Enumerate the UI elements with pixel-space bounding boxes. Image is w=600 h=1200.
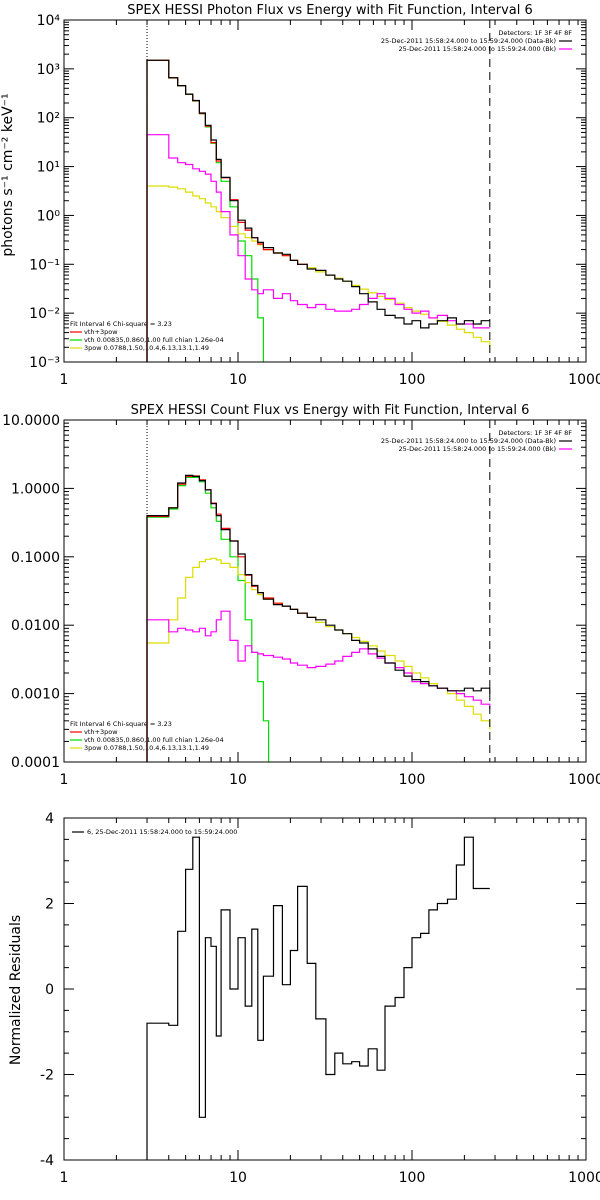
- y-tick-label: 10⁰: [37, 208, 61, 224]
- x-tick-label: 100: [399, 1170, 426, 1186]
- x-tick-label: 1000: [568, 772, 600, 788]
- x-tick-label: 100: [399, 772, 426, 788]
- residuals-y-axis-label: Normalized Residuals: [8, 915, 24, 1065]
- series-data-line: [146, 474, 491, 762]
- legend-bottom-entry: vth+3pow: [84, 328, 118, 336]
- series-data-line: [146, 836, 490, 1160]
- series-pow-line: [146, 557, 491, 762]
- legend-bottom-entry: Fit Interval 6 Chi-square = 3.23: [70, 720, 172, 728]
- count-chart-title: SPEX HESSI Count Flux vs Energy with Fit…: [131, 403, 530, 418]
- plot-frame: [63, 419, 587, 763]
- legend-top-entry: 25-Dec-2011 15:58:24.000 to 15:59:24.000…: [381, 437, 556, 445]
- legend-top-entry: Detectors: 1F 3F 4F 8F: [498, 29, 572, 37]
- legend-bottom-entry: vth 0.00835,0.860,1.00 full chian 1.26e-…: [84, 736, 224, 744]
- x-tick-label: 10: [229, 372, 247, 388]
- series-bk-line: [146, 134, 490, 362]
- legend-top-entry: 25-Dec-2011 15:58:24.000 to 15:59:24.000…: [399, 445, 557, 453]
- y-tick-label: 10⁴: [37, 13, 61, 29]
- y-tick-label: -2: [40, 1068, 54, 1084]
- legend-bottom-entry: vth+3pow: [84, 728, 118, 736]
- x-tick-label: 1000: [568, 372, 600, 388]
- y-tick-label: 0.0001: [11, 755, 60, 771]
- x-tick-label: 1: [60, 372, 69, 388]
- photon-chart-title: SPEX HESSI Photon Flux vs Energy with Fi…: [127, 3, 533, 18]
- x-tick-label: 1: [60, 1170, 69, 1186]
- residuals-plot-area: 1 10 100 1000 -4 -2 0 2 4: [40, 811, 600, 1186]
- y-tick-label: 10.0000: [2, 413, 60, 429]
- plot-frame: [63, 19, 587, 363]
- residuals-legend: 6, 25-Dec-2011 15:58:24.000 to 15:59:24.…: [72, 828, 237, 836]
- count-flux-panel: SPEX HESSI Count Flux vs Energy with Fit…: [2, 403, 600, 788]
- y-tick-label: 10⁻³: [29, 355, 60, 371]
- photon-y-axis-label: photons s⁻¹ cm⁻² keV⁻¹: [0, 93, 16, 256]
- y-tick-label: 2: [45, 897, 54, 913]
- legend-bottom-entry: Fit Interval 6 Chi-square = 3.23: [70, 320, 172, 328]
- y-tick-label: 10³: [37, 62, 60, 78]
- x-tick-label: 10: [229, 772, 247, 788]
- y-tick-label: 4: [45, 811, 54, 827]
- legend-bottom-entry: vth 0.00835,0.860,1.00 full chian 1.26e-…: [84, 336, 224, 344]
- legend-top-entry: 25-Dec-2011 15:58:24.000 to 15:59:24.000…: [399, 45, 557, 53]
- y-tick-label: 10¹: [37, 160, 60, 176]
- series-total-line: [146, 475, 308, 762]
- legend-top-entry: Detectors: 1F 3F 4F 8F: [498, 429, 572, 437]
- plot-frame: [63, 817, 587, 1161]
- photon-flux-panel: SPEX HESSI Photon Flux vs Energy with Fi…: [0, 3, 600, 388]
- y-tick-label: 10²: [37, 111, 60, 127]
- y-tick-label: 0.0010: [11, 687, 60, 703]
- series-data-line: [146, 59, 490, 362]
- x-tick-label: 100: [399, 372, 426, 388]
- residuals-legend-entry: 6, 25-Dec-2011 15:58:24.000 to 15:59:24.…: [87, 828, 237, 836]
- photon-plot-area: 1 10 100 1000 10⁻³ 10⁻² 10⁻¹ 10⁰ 10¹ 10² 10³ 10⁴: [29, 13, 600, 388]
- x-tick-label: 1000: [568, 1170, 600, 1186]
- y-tick-label: 0.0100: [11, 618, 60, 634]
- y-tick-label: 0.1000: [11, 550, 60, 566]
- y-tick-label: 10⁻¹: [29, 257, 60, 273]
- series-vth-line: [146, 59, 264, 362]
- legend-top-entry: 25-Dec-2011 15:58:24.000 to 15:59:24.000…: [381, 37, 556, 45]
- residuals-panel: Normalized Residuals 6, 25-Dec-2011 15:5…: [8, 811, 600, 1186]
- y-tick-label: 0: [45, 982, 54, 998]
- x-tick-label: 1: [60, 772, 69, 788]
- count-plot-area: 1 10 100 1000 0.0001 0.0010 0.0100 0.1000 1.0000…: [2, 413, 600, 788]
- y-tick-label: 1.0000: [11, 481, 60, 497]
- y-tick-label: -4: [40, 1153, 54, 1169]
- x-tick-label: 10: [229, 1170, 247, 1186]
- y-tick-label: 10⁻²: [29, 306, 60, 322]
